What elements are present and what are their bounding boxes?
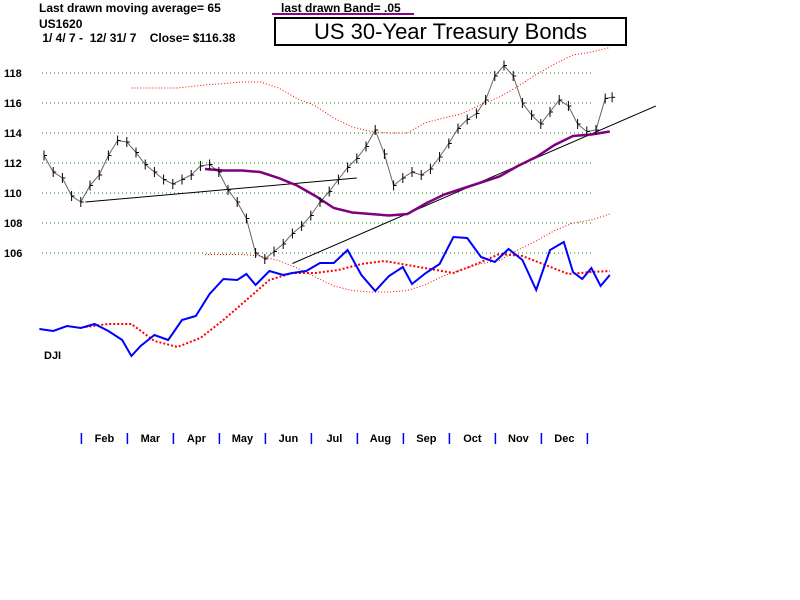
dji-label: DJI: [44, 350, 61, 362]
trendline: [85, 177, 357, 203]
grid-lines: [42, 72, 592, 254]
bollinger-bands: [131, 47, 610, 293]
chart-title: US 30-Year Treasury Bonds: [274, 17, 627, 46]
month-label: Oct: [463, 433, 482, 445]
moving-average-label: Last drawn moving average= 65: [39, 1, 221, 15]
upper-band-line: [131, 47, 610, 134]
y-tick-label: 108: [4, 218, 22, 230]
month-label: Apr: [187, 433, 207, 445]
band-indicator-rule: [272, 13, 414, 15]
y-axis-labels: 106 108 110 112 114 116 118: [4, 68, 23, 260]
month-label: Mar: [141, 433, 161, 445]
trendlines: [85, 105, 656, 264]
symbol-label: US1620: [39, 17, 83, 31]
month-axis: Feb Mar Apr May Jun Jul Aug Sep Oct Nov Dec: [80, 433, 589, 445]
moving-average-line: [204, 130, 611, 217]
month-label: Dec: [554, 433, 574, 445]
month-label: Feb: [95, 433, 115, 445]
month-label: Sep: [416, 433, 436, 445]
month-label: May: [232, 433, 254, 445]
date-range-close-label: 1/ 4/ 7 - 12/ 31/ 7 Close= $116.38: [39, 31, 236, 45]
month-label: Jul: [326, 433, 342, 445]
dji-moving-average-line: [85, 252, 610, 349]
band-label: last drawn Band= .05: [281, 1, 401, 15]
month-label: Nov: [508, 433, 530, 445]
y-tick-label: 116: [4, 98, 22, 110]
y-tick-label: 118: [4, 68, 22, 80]
y-tick-label: 114: [4, 128, 23, 140]
price-bar: [611, 92, 616, 103]
y-tick-label: 110: [4, 188, 22, 200]
y-tick-label: 112: [4, 158, 22, 170]
price-path: [43, 64, 613, 260]
price-bars: [43, 60, 616, 264]
y-tick-label: 106: [4, 248, 22, 260]
moving-average-line: [204, 130, 611, 217]
month-label: Aug: [370, 433, 391, 445]
month-label: Jun: [279, 433, 299, 445]
dji-line: [39, 235, 611, 358]
dji-panel: DJI: [39, 235, 611, 362]
